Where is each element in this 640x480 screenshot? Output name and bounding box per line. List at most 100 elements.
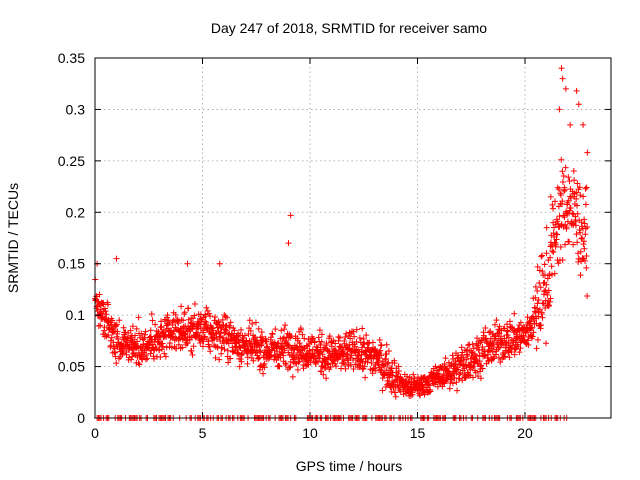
data-point xyxy=(584,293,591,299)
data-point xyxy=(223,327,230,334)
chart-title: Day 247 of 2018, SRMTID for receiver sam… xyxy=(211,20,487,36)
data-point xyxy=(532,309,539,316)
data-point xyxy=(446,385,453,392)
data-point xyxy=(561,214,568,221)
data-point xyxy=(268,334,275,341)
data-point xyxy=(539,300,546,307)
data-point xyxy=(225,359,232,366)
data-point xyxy=(207,322,214,329)
data-point xyxy=(558,65,565,72)
data-point xyxy=(152,321,159,328)
data-point xyxy=(207,313,214,320)
data-point xyxy=(361,341,368,348)
data-point xyxy=(260,370,267,377)
data-point xyxy=(501,335,508,342)
data-point xyxy=(275,362,282,369)
data-point xyxy=(298,326,305,333)
data-point xyxy=(318,338,325,345)
data-point xyxy=(318,331,325,338)
data-point xyxy=(576,184,583,191)
data-point xyxy=(199,343,206,350)
data-point xyxy=(169,322,176,329)
data-point xyxy=(157,353,164,360)
data-point xyxy=(120,324,127,331)
data-point xyxy=(580,238,587,245)
data-point xyxy=(581,216,588,223)
data-point xyxy=(542,340,549,347)
data-point xyxy=(263,338,270,345)
data-point xyxy=(577,272,584,279)
y-tick-label: 0.25 xyxy=(58,153,85,169)
data-point xyxy=(562,164,569,171)
data-point xyxy=(100,300,107,307)
data-point xyxy=(179,344,186,351)
data-point xyxy=(224,314,231,321)
data-point xyxy=(317,341,324,348)
data-point xyxy=(272,326,279,333)
data-point xyxy=(377,347,384,354)
data-point xyxy=(462,373,469,380)
data-point xyxy=(427,388,434,395)
data-point xyxy=(567,121,574,128)
data-point xyxy=(582,185,589,192)
data-point xyxy=(127,327,134,334)
data-point xyxy=(453,379,460,386)
data-point xyxy=(175,320,182,327)
data-point xyxy=(389,372,396,379)
data-point xyxy=(478,337,485,344)
data-point xyxy=(574,210,581,217)
y-tick-label: 0.2 xyxy=(66,204,86,220)
data-point xyxy=(388,388,395,395)
data-point xyxy=(190,343,197,350)
data-point xyxy=(281,326,288,333)
data-point xyxy=(216,260,223,267)
data-point xyxy=(264,343,271,350)
data-point xyxy=(330,358,337,365)
data-point xyxy=(330,337,337,344)
data-point xyxy=(559,257,566,264)
data-point xyxy=(559,75,566,82)
data-point xyxy=(560,173,567,180)
data-point xyxy=(470,374,477,381)
data-point xyxy=(504,328,511,335)
data-point xyxy=(172,311,179,318)
data-point xyxy=(286,364,293,371)
data-point xyxy=(385,347,392,354)
data-point xyxy=(101,305,108,312)
data-point xyxy=(469,341,476,348)
data-point xyxy=(218,345,225,352)
data-point xyxy=(322,364,329,371)
data-point xyxy=(123,351,130,358)
data-point xyxy=(156,333,163,340)
data-point xyxy=(287,334,294,341)
data-point xyxy=(316,327,323,334)
data-point xyxy=(455,366,462,373)
data-point xyxy=(497,344,504,351)
data-point xyxy=(282,361,289,368)
data-point xyxy=(299,331,306,338)
data-point xyxy=(269,331,276,338)
data-point xyxy=(297,351,304,358)
data-point xyxy=(378,342,385,349)
data-point xyxy=(155,339,162,346)
data-point xyxy=(355,346,362,353)
data-point xyxy=(486,329,493,336)
data-point xyxy=(351,333,358,340)
data-point xyxy=(143,351,150,358)
data-point xyxy=(372,367,379,374)
data-point xyxy=(544,291,551,298)
data-point xyxy=(577,229,584,236)
data-point xyxy=(529,324,536,331)
data-point xyxy=(557,243,564,250)
data-point xyxy=(278,327,285,334)
data-point xyxy=(541,288,548,295)
data-point xyxy=(377,341,384,348)
data-point xyxy=(238,358,245,365)
data-point xyxy=(148,311,155,318)
data-point xyxy=(570,241,577,248)
data-point xyxy=(315,334,322,341)
data-point xyxy=(511,351,518,358)
data-point xyxy=(535,297,542,304)
data-point xyxy=(542,304,549,311)
